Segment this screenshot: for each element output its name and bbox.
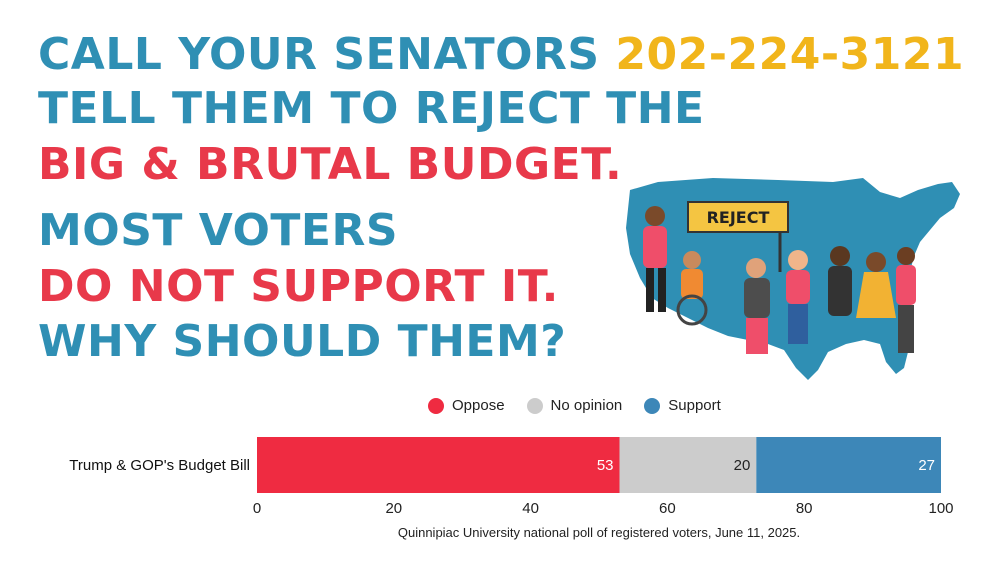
headline-line-3: BIG & BRUTAL BUDGET. — [38, 139, 623, 190]
stacked-bar-chart: Trump & GOP's Budget Bill 53 20 27 0 20 40 60 80… — [69, 437, 954, 540]
legend-label-support: Support — [668, 397, 721, 414]
protester-wheelchair — [676, 251, 708, 326]
headline-line-4: MOST VOTERS — [38, 205, 399, 256]
protester-3 — [744, 258, 770, 354]
legend-swatch-oppose — [428, 397, 444, 414]
protester-5 — [828, 246, 852, 316]
legend-label-oppose: Oppose — [452, 397, 505, 414]
legend-item-no-opinion: No opinion — [526, 397, 623, 414]
legend-swatch-support — [644, 397, 661, 414]
x-tick-label: 100 — [928, 500, 953, 517]
bar-value-no-opinion: 20 — [734, 457, 751, 474]
protester-figures — [643, 206, 916, 354]
protest-map-illustration: REJECT — [626, 178, 960, 380]
protester-7 — [896, 247, 916, 353]
reject-sign: REJECT — [687, 201, 789, 272]
protester-1 — [643, 206, 667, 312]
bar-value-oppose: 53 — [597, 457, 614, 474]
headline-line-5: DO NOT SUPPORT IT. — [38, 261, 559, 312]
protester-4 — [786, 250, 810, 344]
category-label: Trump & GOP's Budget Bill — [69, 457, 250, 474]
legend-label-no-opinion: No opinion — [550, 397, 623, 414]
bar-support — [756, 437, 941, 493]
chart-source-note: Quinnipiac University national poll of r… — [398, 525, 800, 540]
x-tick-label: 60 — [659, 500, 676, 517]
x-tick-label: 0 — [253, 500, 261, 517]
chart-legend: Oppose No opinion Support — [428, 397, 721, 414]
legend-swatch-no-opinion — [526, 397, 543, 414]
headline-line-1: CALL YOUR SENATORS 202-224-3121 — [38, 30, 964, 80]
call-senators-text: CALL YOUR SENATORS — [38, 29, 600, 80]
x-tick-label: 20 — [385, 500, 402, 517]
bar-oppose — [257, 437, 620, 493]
x-tick-label: 40 — [522, 500, 539, 517]
headline-line-2: TELL THEM TO REJECT THE — [38, 83, 705, 134]
x-tick-label: 80 — [796, 500, 813, 517]
protester-6 — [856, 252, 896, 318]
phone-number: 202-224-3121 — [615, 29, 965, 80]
legend-item-oppose: Oppose — [428, 397, 505, 414]
bar-value-support: 27 — [918, 457, 935, 474]
reject-sign-text: REJECT — [707, 208, 770, 227]
legend-item-support: Support — [644, 397, 721, 414]
bar-no-opinion — [619, 437, 757, 493]
headline-line-6: WHY SHOULD THEM? — [38, 316, 567, 367]
